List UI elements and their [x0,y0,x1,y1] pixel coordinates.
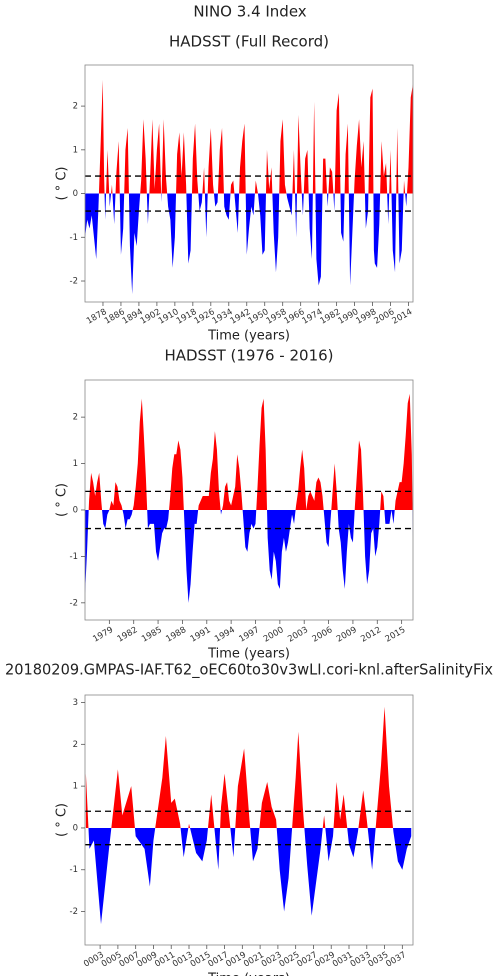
y-tick-label: 2 [73,740,78,750]
x-tick-label: 2006 [311,625,335,644]
x-tick-label: 2014 [391,307,415,326]
y-tick-label: 1 [73,459,78,469]
y-tick-label: -2 [70,277,78,287]
x-tick-label: 1997 [238,625,262,644]
y-tick-label: 1 [73,782,78,792]
axes-frame [84,694,414,946]
y-tick-label: 0 [73,189,78,199]
x-tick-label: 1991 [189,625,213,644]
x-tick-label: 0037 [384,950,408,969]
x-tick-label: 1988 [164,625,188,644]
subplot-title: HADSST (Full Record) [169,33,329,51]
axes-frame [84,64,414,303]
y-tick-label: -1 [70,233,78,243]
anomaly-area [85,706,412,925]
y-tick-label: -2 [70,907,78,917]
x-tick-label: 2015 [384,625,408,644]
plot-area [85,706,413,925]
y-tick-label: 2 [73,413,78,423]
plot-area [85,393,413,603]
y-tick-label: 2 [73,102,78,112]
y-tick-label: 3 [73,698,78,708]
plot-area [85,79,413,295]
y-tick-label: 0 [73,823,78,833]
y-axis-label: ( ° C) [55,483,70,517]
y-tick-label: -1 [70,865,78,875]
x-tick-label: 1979 [91,625,115,644]
y-tick-label: -2 [70,598,78,608]
anomaly-area [85,79,413,295]
x-tick-label: 1985 [140,625,164,644]
x-tick-label: 2000 [262,625,286,644]
x-axis-label: Time (years) [207,329,290,344]
x-axis-label: Time (years) [207,972,290,976]
x-axis-label: Time (years) [207,647,290,662]
axes-frame [84,379,414,621]
y-tick-label: 1 [73,145,78,155]
x-tick-label: 2009 [335,625,359,644]
x-tick-label: 1994 [213,625,237,644]
subplot-title: 20180209.GMPAS-IAF.T62_oEC60to30v3wLI.co… [5,661,493,680]
y-axis-label: ( ° C) [55,803,70,837]
y-tick-label: 0 [73,505,78,515]
x-tick-label: 2012 [359,625,383,644]
subplot-title: HADSST (1976 - 2016) [164,347,333,365]
y-axis-label: ( ° C) [55,167,70,201]
x-tick-label: 2003 [286,625,310,644]
x-tick-label: 1982 [116,625,140,644]
anomaly-area [85,393,413,603]
figure-title: NINO 3.4 Index [193,3,306,21]
y-tick-label: -1 [70,552,78,562]
